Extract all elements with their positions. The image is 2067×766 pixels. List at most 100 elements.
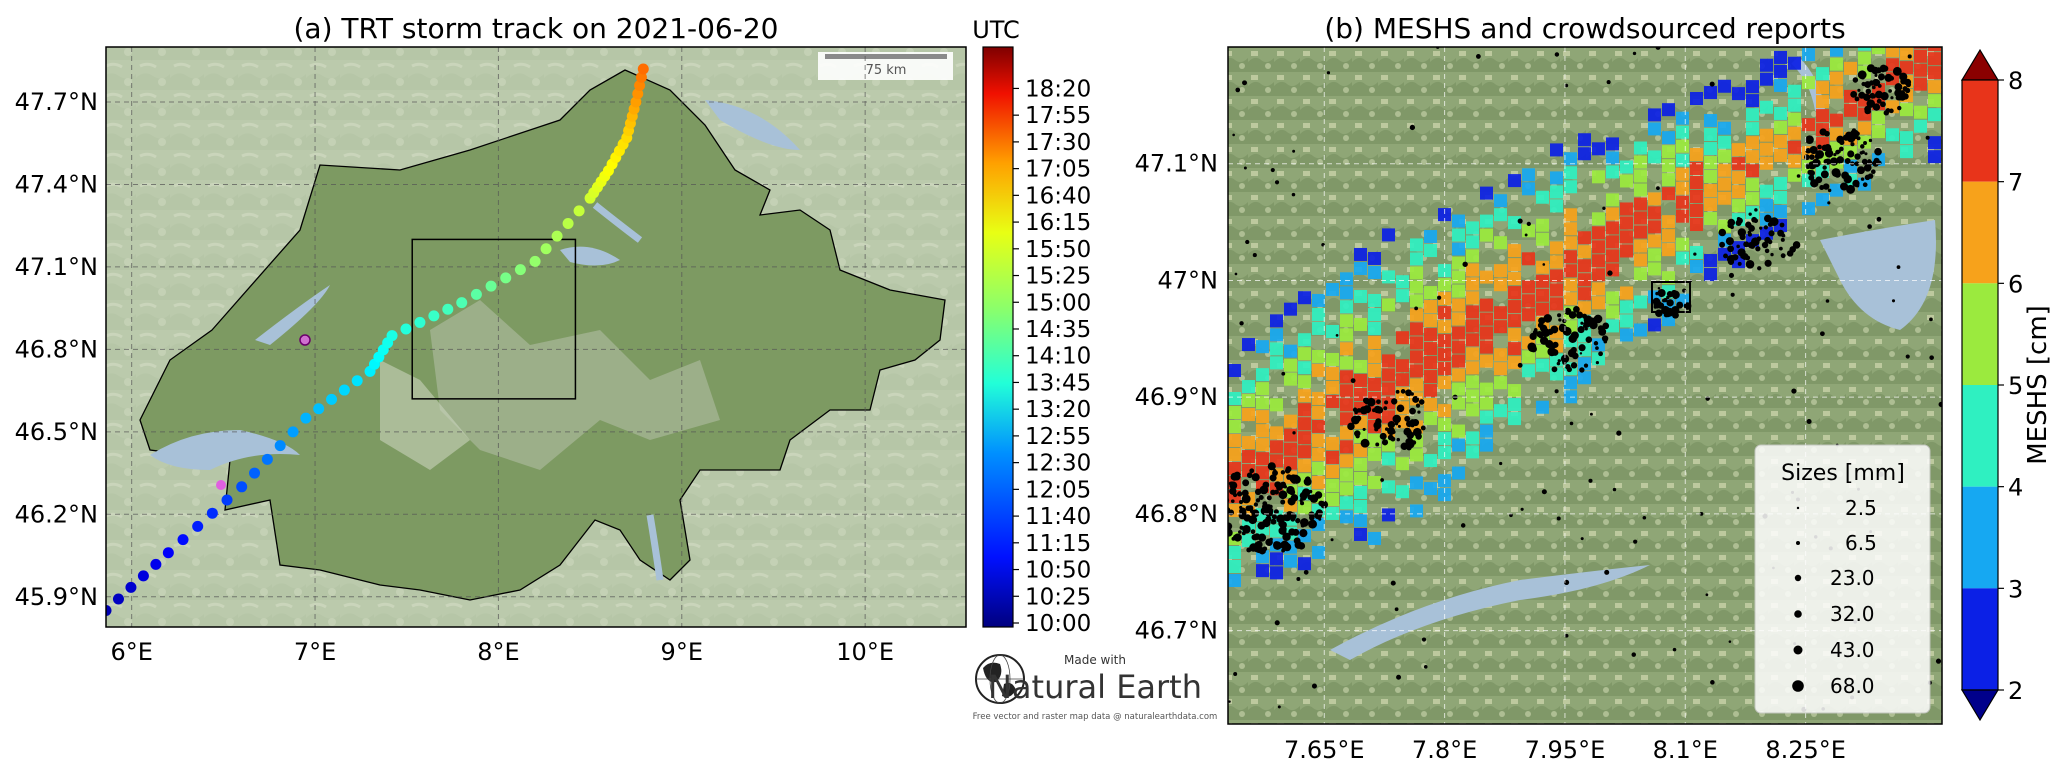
lake-neuchatel: [255, 285, 330, 345]
report-dot: [1806, 419, 1812, 425]
meshs-cell: [1480, 214, 1493, 228]
meshs-cell: [1326, 492, 1339, 506]
report-dot: [1880, 101, 1886, 108]
meshs-cell: [1592, 212, 1605, 226]
report-dot: [1228, 700, 1231, 703]
lat-tick-label: 46.9°N: [1135, 383, 1218, 411]
lat-tick-label: 47°N: [1158, 266, 1219, 294]
meshs-cell: [1704, 142, 1717, 156]
report-dot: [1864, 152, 1868, 156]
report-dot: [1860, 144, 1865, 149]
lon-tick-label: 8.25°E: [1765, 736, 1846, 764]
meshs-cell: [1774, 50, 1787, 64]
report-dot: [1751, 216, 1757, 223]
meshs-cell: [1382, 452, 1395, 466]
meshs-cell: [1410, 448, 1423, 462]
meshs-cell: [1704, 170, 1717, 184]
meshs-cell: [1312, 405, 1325, 419]
meshs-cell: [1592, 282, 1605, 296]
meshs-cell: [1312, 545, 1325, 559]
meshs-cell: [1648, 206, 1661, 220]
report-dot: [1293, 474, 1299, 481]
meshs-cell: [1354, 471, 1367, 485]
meshs-cell: [1326, 478, 1339, 492]
meshs-cell: [1256, 410, 1269, 424]
meshs-cell: [1648, 192, 1661, 206]
report-dot: [1375, 418, 1382, 425]
meshs-cell: [1732, 171, 1745, 185]
meshs-tick-label: 5: [2008, 372, 2023, 400]
report-dot: [1245, 239, 1250, 245]
meshs-cell: [1340, 412, 1353, 426]
meshs-cell: [1298, 403, 1311, 417]
track-point: [177, 534, 189, 546]
meshs-cell: [1914, 0, 1927, 7]
meshs-cell: [1648, 234, 1661, 248]
report-dot: [1705, 593, 1709, 597]
meshs-cell: [1354, 359, 1367, 373]
meshs-cell: [1242, 450, 1255, 464]
highlight-box: [1651, 281, 1691, 313]
meshs-cell: [1410, 476, 1423, 490]
meshs-cell: [1564, 180, 1577, 194]
meshs-cell: [1312, 447, 1325, 461]
report-dot: [1249, 468, 1255, 474]
report-dot: [1258, 547, 1266, 555]
report-dot: [1661, 305, 1670, 315]
meshs-cell: [1228, 392, 1241, 405]
report-dot: [1865, 88, 1872, 95]
utc-tick-label: 15:00: [1025, 290, 1091, 316]
report-dot: [1743, 241, 1750, 248]
report-dot: [1870, 169, 1876, 175]
report-dot: [1251, 473, 1260, 482]
legend-label-3: 32.0: [1830, 602, 1875, 626]
report-dot: [1863, 163, 1872, 172]
meshs-cell: [1256, 368, 1269, 382]
track-point: [313, 403, 325, 415]
meshs-cell: [1536, 302, 1549, 316]
meshs-colorbar: [1960, 48, 2000, 722]
meshs-colorbar-segment: [1962, 385, 1998, 487]
report-dot: [1387, 427, 1396, 436]
report-dot: [1759, 226, 1763, 230]
utc-tick-label: 12:55: [1025, 424, 1091, 450]
report-dot: [1730, 292, 1735, 297]
meshs-cell: [1270, 426, 1283, 440]
report-dot: [1278, 520, 1285, 528]
report-dot: [1860, 75, 1865, 80]
meshs-cell: [1298, 501, 1311, 515]
meshs-cell: [1298, 375, 1311, 389]
meshs-cell: [1620, 202, 1633, 216]
meshs-cell: [1396, 457, 1409, 471]
lon-tick-label: 6°E: [110, 638, 152, 666]
report-dot: [1862, 182, 1868, 188]
report-dot: [1299, 529, 1308, 538]
report-dot: [1601, 335, 1609, 342]
meshs-cell: [1340, 370, 1353, 384]
report-dot: [1524, 233, 1528, 237]
track-point: [351, 375, 363, 387]
size-legend-title: Sizes [mm]: [1781, 461, 1905, 486]
meshs-cell: [1396, 331, 1409, 345]
report-dot: [1792, 241, 1801, 249]
report-dot: [1748, 212, 1752, 216]
report-dot: [1282, 512, 1292, 522]
report-dot: [1262, 501, 1268, 507]
report-dot: [1266, 504, 1271, 509]
meshs-cell: [1312, 307, 1325, 321]
report-dot: [1890, 96, 1894, 100]
meshs-cell: [1732, 199, 1745, 213]
report-dot: [1579, 367, 1585, 373]
meshs-cell: [1284, 358, 1297, 372]
meshs-cell: [1270, 566, 1283, 580]
meshs-cell: [1494, 236, 1507, 250]
report-dot: [1239, 525, 1244, 530]
meshs-cell: [1564, 166, 1577, 180]
panel-b-map: Sizes [mm] 2.5 6.5 23.0 32.0 43.0 68.0: [1228, 0, 1942, 724]
report-dot: [1460, 523, 1466, 528]
meshs-cell: [1662, 159, 1675, 173]
report-dot: [1355, 434, 1360, 439]
meshs-cell: [1592, 268, 1605, 282]
meshs-cell: [1690, 176, 1703, 190]
meshs-cell: [1228, 546, 1241, 559]
